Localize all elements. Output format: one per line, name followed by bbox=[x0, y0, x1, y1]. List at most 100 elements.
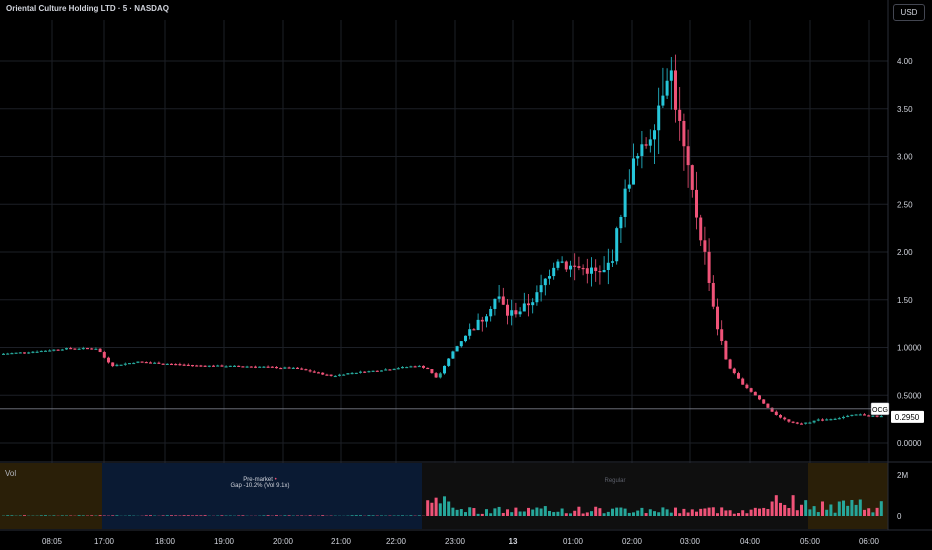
volume-bar bbox=[665, 509, 669, 516]
volume-bar bbox=[783, 504, 787, 516]
candle-body bbox=[434, 373, 438, 378]
volume-bar bbox=[795, 510, 799, 516]
candle-body bbox=[510, 310, 514, 316]
candle-body bbox=[522, 303, 526, 312]
volume-bar bbox=[464, 512, 467, 516]
volume-bar bbox=[300, 515, 304, 516]
candle-body bbox=[136, 361, 140, 363]
volume-axis: 2M 0 bbox=[897, 471, 908, 521]
candle-body bbox=[170, 363, 173, 366]
candle-body bbox=[745, 384, 749, 389]
candle-body bbox=[451, 351, 455, 359]
currency-selector[interactable]: USD bbox=[893, 4, 925, 21]
volume-bar bbox=[514, 507, 518, 516]
candle-body bbox=[212, 365, 215, 367]
volume-bar bbox=[644, 513, 648, 516]
symbol-tag-box bbox=[870, 402, 890, 416]
candle-body bbox=[594, 267, 598, 272]
regular-session-label: Regular bbox=[604, 478, 626, 484]
candle-body bbox=[527, 303, 530, 306]
volume-bar bbox=[594, 506, 598, 516]
volume-bar bbox=[426, 500, 430, 516]
candle-body bbox=[821, 419, 824, 421]
volume-bar bbox=[308, 515, 312, 516]
candle-body bbox=[346, 373, 350, 375]
candle-body bbox=[703, 240, 707, 252]
candle-body bbox=[182, 364, 186, 366]
candle-body bbox=[140, 361, 144, 363]
volume-bar bbox=[506, 509, 509, 516]
candle-body bbox=[254, 366, 257, 368]
volume-bar bbox=[707, 507, 711, 516]
volume-bar bbox=[699, 508, 703, 516]
volume-bar bbox=[81, 515, 85, 516]
candle-body bbox=[737, 373, 740, 379]
volume-bar bbox=[497, 506, 501, 516]
volume-bar bbox=[371, 515, 375, 516]
time-axis[interactable]: 08:05 17:00 18:00 19:00 20:00 21:00 22:00 23:00… bbox=[0, 461, 932, 546]
candle-body bbox=[128, 363, 131, 365]
candle-body bbox=[699, 217, 703, 241]
candle-body bbox=[354, 372, 358, 375]
volume-bar bbox=[657, 512, 661, 516]
volume-bar bbox=[690, 509, 694, 516]
volume-bar bbox=[23, 515, 26, 516]
volume-bar bbox=[829, 504, 833, 516]
time-tick-label: 17:00 bbox=[94, 537, 115, 546]
candle-body bbox=[455, 346, 459, 352]
candle-body bbox=[577, 266, 581, 268]
candle-body bbox=[879, 416, 883, 418]
price-candles bbox=[2, 54, 883, 425]
candle-body bbox=[548, 276, 551, 279]
candle-body bbox=[195, 365, 199, 367]
candle-body bbox=[65, 348, 68, 350]
candle-body bbox=[648, 139, 652, 146]
candle-body bbox=[619, 216, 623, 229]
candle-body bbox=[564, 261, 568, 270]
volume-bar bbox=[636, 510, 640, 516]
volume-bar bbox=[871, 512, 875, 516]
volume-bar bbox=[510, 512, 514, 516]
candle-body bbox=[636, 155, 640, 159]
volume-bar bbox=[262, 515, 266, 516]
candle-body bbox=[825, 419, 829, 421]
candle-body bbox=[388, 369, 392, 371]
volume-bar bbox=[640, 507, 644, 516]
candle-body bbox=[199, 365, 203, 367]
volume-bar bbox=[879, 501, 883, 516]
candle-body bbox=[237, 365, 241, 367]
candle-body bbox=[833, 418, 837, 420]
volume-bar bbox=[661, 507, 665, 516]
volume-bar bbox=[686, 512, 690, 516]
candle-body bbox=[611, 261, 614, 263]
candle-body bbox=[52, 349, 56, 351]
volume-bar bbox=[573, 510, 577, 516]
candle-body bbox=[816, 419, 820, 421]
time-tick-label: 13 bbox=[509, 537, 518, 546]
candle-body bbox=[787, 419, 791, 422]
price-tick-label: 2.00 bbox=[897, 248, 913, 257]
volume-bar bbox=[779, 502, 782, 516]
candle-body bbox=[279, 367, 283, 370]
candle-body bbox=[623, 188, 627, 217]
candle-body bbox=[329, 374, 333, 376]
candle-body bbox=[60, 349, 64, 351]
afterhours-background bbox=[808, 463, 888, 529]
volume-bar bbox=[489, 513, 493, 516]
price-axis[interactable]: 4.00 3.50 3.00 2.50 2.00 1.50 1.0000 0.5000 0.00… bbox=[887, 0, 922, 530]
candle-body bbox=[543, 278, 547, 286]
volume-bar bbox=[182, 515, 186, 516]
volume-bar bbox=[60, 515, 64, 516]
volume-bar bbox=[493, 508, 497, 516]
volume-bar bbox=[724, 510, 728, 516]
time-tick-label: 06:00 bbox=[859, 537, 880, 546]
volume-bar bbox=[648, 509, 652, 516]
volume-bar bbox=[753, 507, 757, 516]
candle-body bbox=[518, 311, 522, 315]
candle-body bbox=[476, 319, 480, 331]
candle-body bbox=[342, 374, 346, 376]
candle-body bbox=[224, 366, 228, 368]
time-tick-label: 20:00 bbox=[273, 537, 294, 546]
candle-body bbox=[501, 296, 505, 305]
